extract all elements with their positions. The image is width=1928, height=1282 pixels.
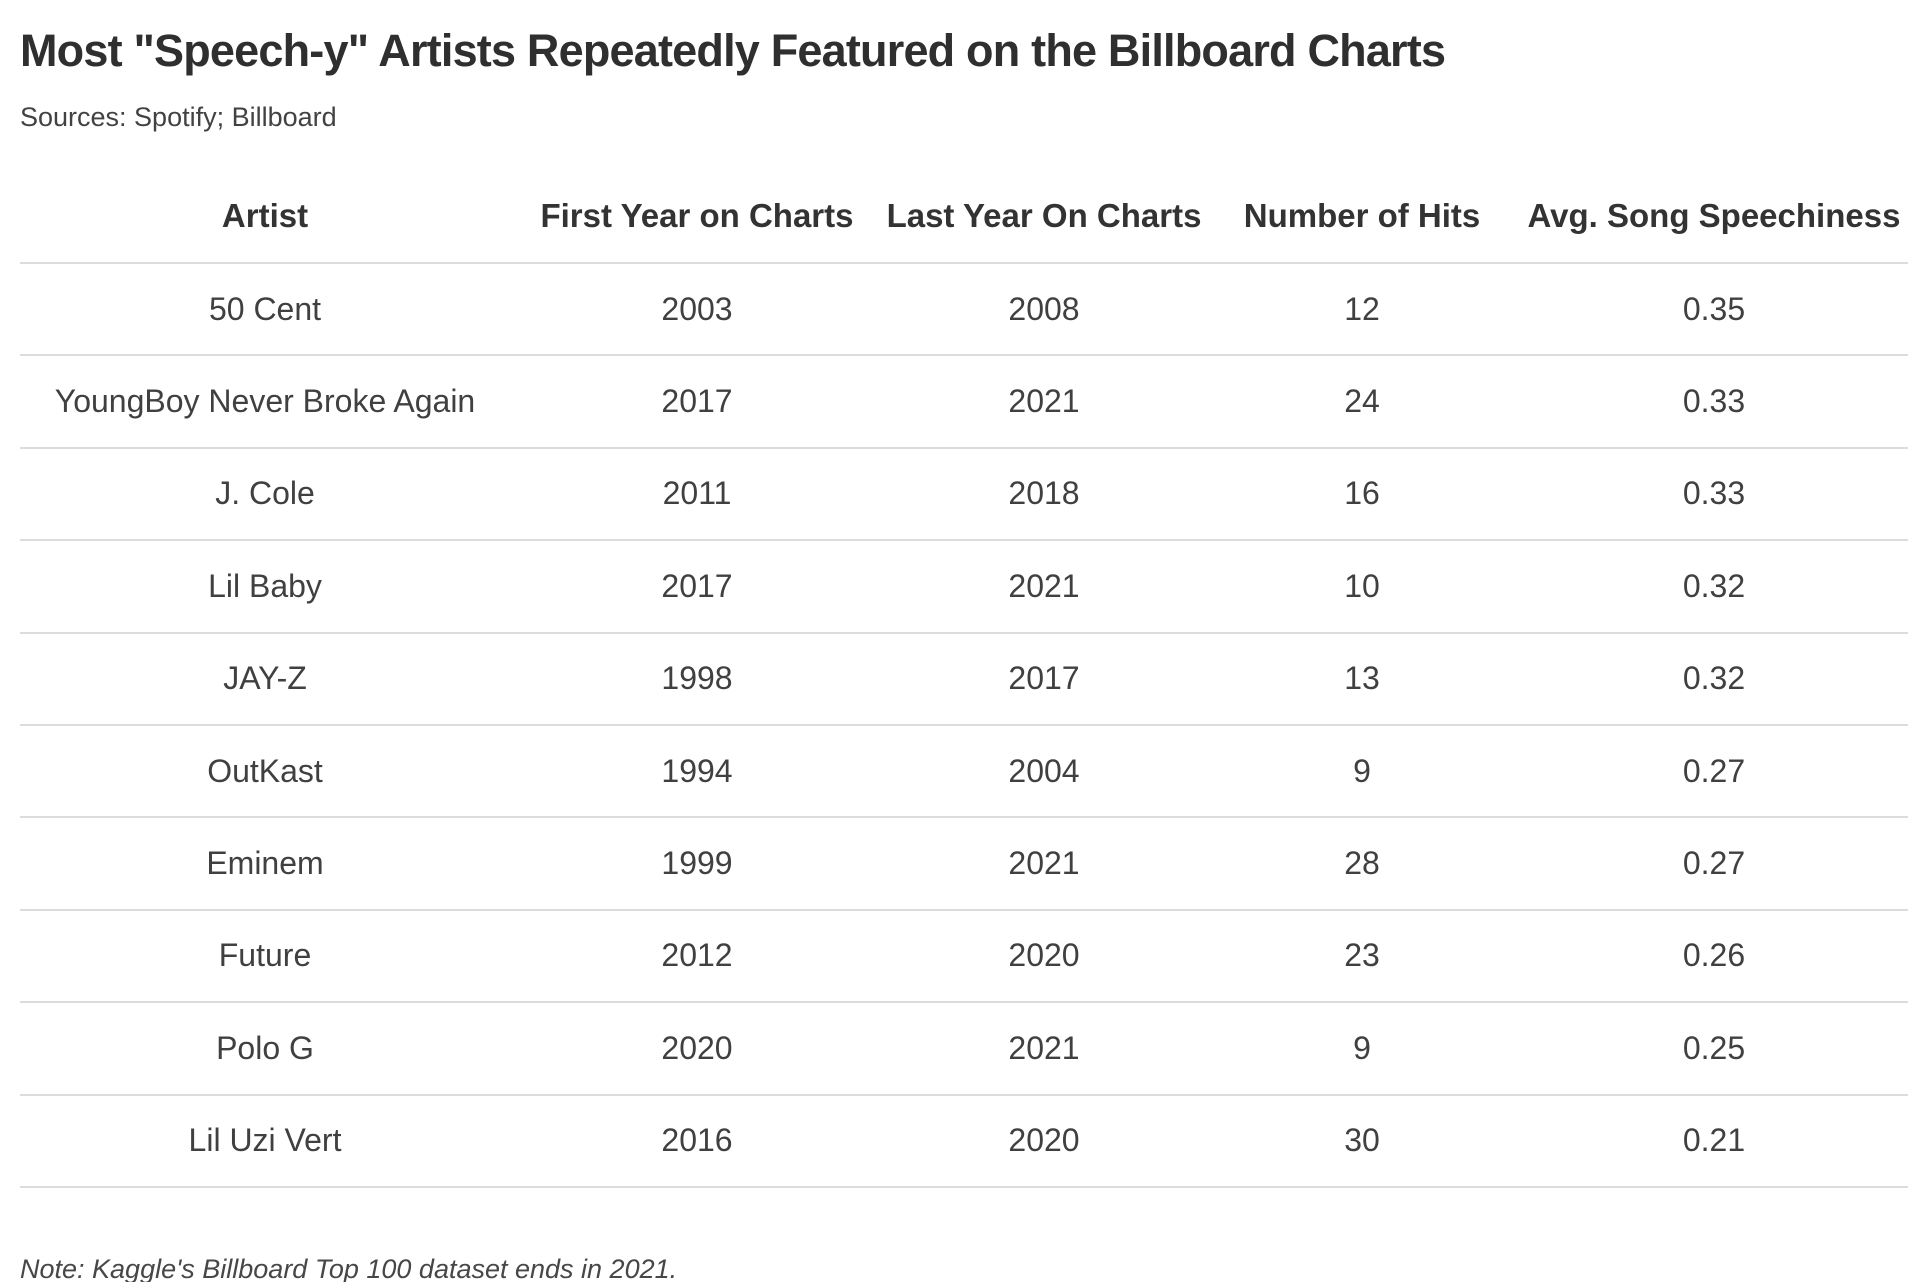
hits-cell: 24 [1204, 355, 1520, 449]
speechiness-cell: 0.33 [1520, 355, 1908, 449]
last-year-cell: 2004 [884, 724, 1204, 819]
first-year-cell: 2011 [510, 447, 884, 542]
first-year-cell: 1994 [510, 724, 884, 819]
speechiness-cell: 0.27 [1520, 817, 1908, 911]
hits-cell: 9 [1204, 1002, 1520, 1096]
table-row: Lil Uzi Vert 2016 2020 30 0.21 [20, 1094, 1908, 1188]
hits-cell: 13 [1204, 632, 1520, 726]
hits-cell: 9 [1204, 724, 1520, 819]
speechiness-cell: 0.25 [1520, 1002, 1908, 1096]
table-row: OutKast 1994 2004 9 0.27 [20, 724, 1908, 819]
last-year-cell: 2020 [884, 1094, 1204, 1188]
last-year-cell: 2021 [884, 355, 1204, 449]
table-row: YoungBoy Never Broke Again 2017 2021 24 … [20, 355, 1908, 449]
table-row: 50 Cent 2003 2008 12 0.35 [20, 263, 1908, 357]
col-header-number-of-hits: Number of Hits [1204, 170, 1520, 264]
sources-caption: Sources: Spotify; Billboard [20, 102, 337, 132]
artist-cell: Polo G [20, 1002, 510, 1096]
artist-cell: Lil Uzi Vert [20, 1094, 510, 1188]
artist-cell: Future [20, 909, 510, 1004]
col-header-first-year: First Year on Charts [510, 170, 884, 264]
artist-cell: J. Cole [20, 447, 510, 542]
table-row: Future 2012 2020 23 0.26 [20, 909, 1908, 1004]
hits-cell: 30 [1204, 1094, 1520, 1188]
table-row: Polo G 2020 2021 9 0.25 [20, 1002, 1908, 1096]
last-year-cell: 2021 [884, 1002, 1204, 1096]
first-year-cell: 2003 [510, 263, 884, 357]
first-year-cell: 2017 [510, 540, 884, 634]
first-year-cell: 1998 [510, 632, 884, 726]
speechiness-cell: 0.33 [1520, 447, 1908, 542]
hits-cell: 28 [1204, 817, 1520, 911]
col-header-speechiness: Avg. Song Speechiness [1520, 170, 1908, 264]
artist-cell: YoungBoy Never Broke Again [20, 355, 510, 449]
artist-cell: OutKast [20, 724, 510, 819]
first-year-cell: 1999 [510, 817, 884, 911]
artist-cell: Eminem [20, 817, 510, 911]
artists-table: Artist First Year on Charts Last Year On… [20, 170, 1908, 1188]
footnote: Note: Kaggle's Billboard Top 100 dataset… [20, 1253, 678, 1282]
artist-cell: Lil Baby [20, 540, 510, 634]
hits-cell: 23 [1204, 909, 1520, 1004]
first-year-cell: 2017 [510, 355, 884, 449]
hits-cell: 12 [1204, 263, 1520, 357]
table-header-row: Artist First Year on Charts Last Year On… [20, 170, 1908, 264]
first-year-cell: 2016 [510, 1094, 884, 1188]
first-year-cell: 2020 [510, 1002, 884, 1096]
first-year-cell: 2012 [510, 909, 884, 1004]
table-row: J. Cole 2011 2018 16 0.33 [20, 447, 1908, 542]
speechiness-cell: 0.32 [1520, 632, 1908, 726]
last-year-cell: 2018 [884, 447, 1204, 542]
table-row: Lil Baby 2017 2021 10 0.32 [20, 540, 1908, 634]
artist-cell: 50 Cent [20, 263, 510, 357]
last-year-cell: 2021 [884, 540, 1204, 634]
table-row: JAY-Z 1998 2017 13 0.32 [20, 632, 1908, 726]
hits-cell: 16 [1204, 447, 1520, 542]
col-header-artist: Artist [20, 170, 510, 264]
last-year-cell: 2021 [884, 817, 1204, 911]
hits-cell: 10 [1204, 540, 1520, 634]
speechiness-cell: 0.21 [1520, 1094, 1908, 1188]
speechiness-cell: 0.26 [1520, 909, 1908, 1004]
speechiness-cell: 0.27 [1520, 724, 1908, 819]
table-row: Eminem 1999 2021 28 0.27 [20, 817, 1908, 911]
last-year-cell: 2017 [884, 632, 1204, 726]
speechiness-cell: 0.35 [1520, 263, 1908, 357]
speechiness-cell: 0.32 [1520, 540, 1908, 634]
col-header-last-year: Last Year On Charts [884, 170, 1204, 264]
last-year-cell: 2020 [884, 909, 1204, 1004]
page-title: Most "Speech-y" Artists Repeatedly Featu… [20, 25, 1446, 76]
artist-cell: JAY-Z [20, 632, 510, 726]
last-year-cell: 2008 [884, 263, 1204, 357]
